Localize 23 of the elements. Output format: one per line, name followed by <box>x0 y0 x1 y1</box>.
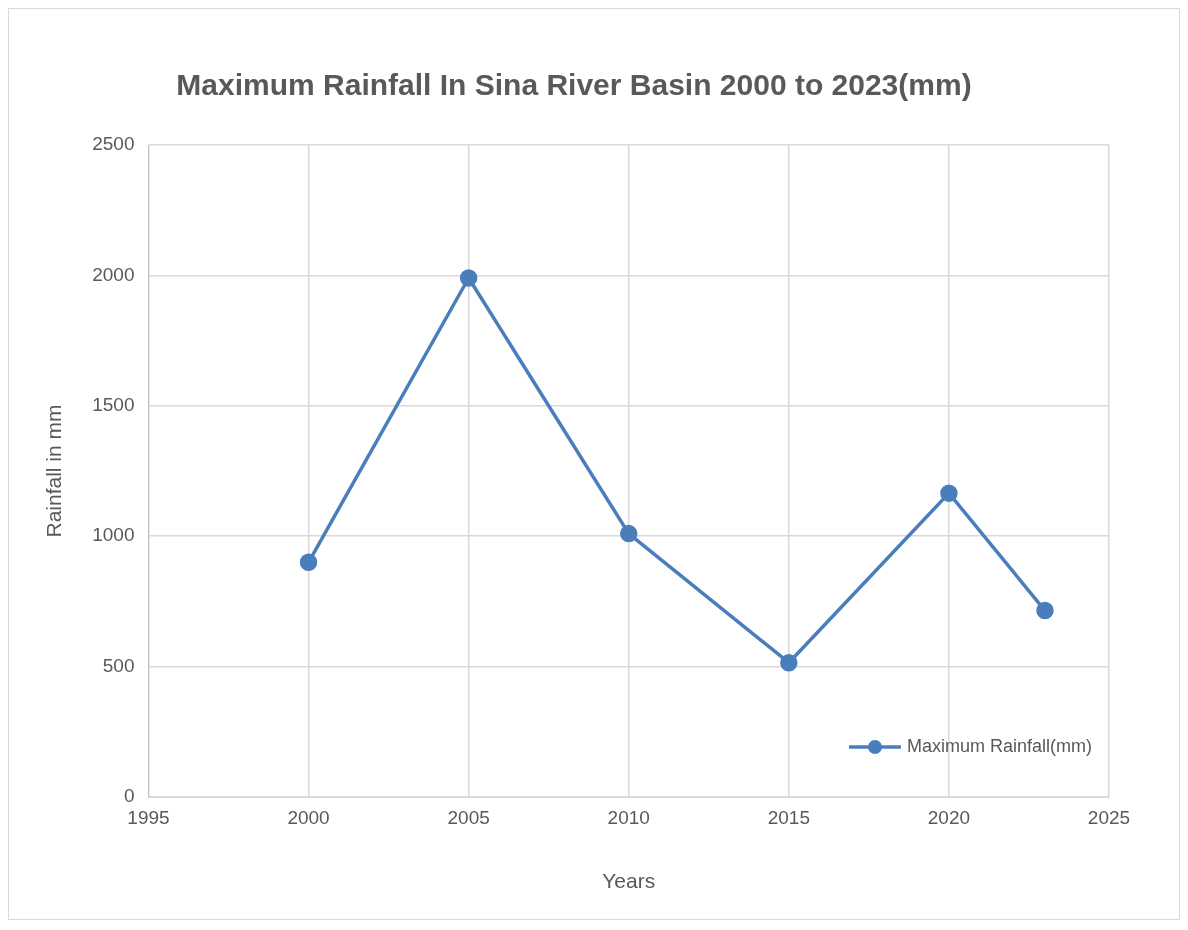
point <box>1036 601 1054 620</box>
y-tick-label: 0 <box>123 785 135 807</box>
y-tick-label: 1500 <box>92 394 135 416</box>
y-tick-label: 500 <box>102 654 135 676</box>
x-axis-title: Years <box>602 869 656 893</box>
x-tick-label: 2025 <box>1087 806 1131 828</box>
point <box>619 524 638 543</box>
x-tick-label: 2010 <box>607 806 650 828</box>
x-tick-label: 2015 <box>767 806 810 828</box>
legend-label: Maximum Rainfall(mm) <box>906 735 1093 756</box>
x-tick-label: 2000 <box>287 806 330 828</box>
y-tick-label: 2500 <box>92 133 135 155</box>
point <box>780 653 798 672</box>
point <box>940 484 958 502</box>
point <box>299 553 318 572</box>
x-tick-label: 2005 <box>447 806 490 828</box>
chart-title: Maximum Rainfall In Sina River Basin 2000 to 2023(mm) <box>176 68 972 102</box>
x-tick-label: 1995 <box>127 806 170 828</box>
x-tick-label: 2020 <box>927 806 971 828</box>
y-tick-label: 1000 <box>92 524 135 546</box>
point <box>459 269 478 287</box>
y-tick-label: 2000 <box>92 263 135 285</box>
y-axis-title: Rainfall in mm <box>42 404 66 538</box>
